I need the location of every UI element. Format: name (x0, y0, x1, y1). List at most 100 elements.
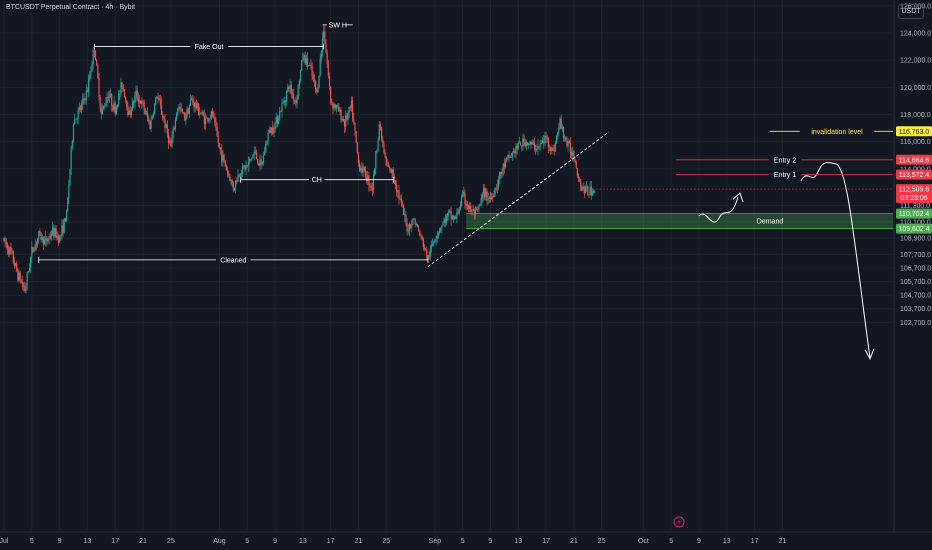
candle-body (495, 187, 497, 189)
candle-body (8, 250, 10, 254)
candle-body (162, 114, 164, 118)
candle-body (294, 100, 296, 101)
candle-body (416, 224, 419, 228)
candle-body (233, 187, 236, 191)
x-tick-label: Oct (638, 538, 649, 545)
candle-body (510, 156, 512, 158)
candle-body (362, 166, 364, 173)
symbol-title[interactable]: BTCUSDT Perpetual Contract · 4h · Bybit (6, 4, 136, 11)
candle-body (281, 103, 283, 112)
candle-body (408, 224, 411, 231)
candle-body (575, 161, 577, 169)
candle-body (50, 234, 53, 237)
candle-body (360, 168, 362, 171)
candle-body (574, 160, 576, 162)
candle-body (350, 100, 353, 108)
candle-body (288, 87, 290, 89)
candle-body (223, 155, 225, 161)
candle-body (167, 133, 170, 144)
currency-button[interactable]: USDT (898, 4, 924, 19)
candle-body (64, 218, 66, 222)
candle-body (473, 209, 475, 216)
candle-body (43, 239, 46, 245)
candle-body (92, 49, 94, 64)
candle-body (313, 79, 316, 82)
candle-body (105, 103, 107, 106)
candle-body (452, 215, 455, 220)
candle-body (243, 165, 245, 167)
candle-body (297, 85, 299, 100)
candle-body (98, 77, 100, 97)
candle-body (112, 105, 114, 111)
candle-body (559, 118, 561, 128)
candle-body (93, 49, 95, 52)
candle-body (348, 106, 350, 113)
lightning-icon[interactable] (673, 516, 685, 528)
candle-body (438, 230, 441, 233)
candle-body (79, 107, 82, 110)
candle-body (339, 109, 341, 112)
candle-body (180, 108, 182, 110)
candle-body (49, 236, 51, 237)
candle-body (47, 239, 49, 242)
invalidation-level-label: invalidation level (811, 129, 863, 136)
candle-body (269, 129, 272, 133)
candle-body (237, 175, 239, 182)
candle-body (543, 140, 545, 144)
candle-body (331, 102, 333, 104)
y-tick-label: 111,300.0 (900, 203, 930, 210)
candle-body (86, 90, 88, 93)
candle-body (23, 285, 25, 288)
candle-body (540, 143, 543, 145)
candle-body (414, 219, 416, 225)
candle-body (127, 107, 129, 115)
candle-body (248, 159, 251, 162)
candle-body (133, 101, 135, 103)
price-axis-bg (894, 0, 932, 550)
candle-body (587, 186, 589, 196)
candle-body (399, 198, 401, 200)
candle-body (53, 227, 55, 237)
candle-body (290, 85, 292, 94)
candle-body (413, 218, 415, 220)
candle-body (121, 82, 123, 88)
candle-body (158, 98, 160, 101)
candle-body (289, 85, 291, 89)
candle-body (156, 97, 158, 99)
candle-body (555, 135, 558, 144)
candle-body (275, 116, 277, 124)
x-tick-label: 5 (461, 538, 465, 545)
candle-body (359, 163, 361, 171)
candle-body (76, 118, 78, 120)
candle-body (526, 142, 529, 146)
candle-body (150, 119, 152, 129)
x-tick-label: 21 (355, 538, 363, 545)
candle-body (467, 206, 470, 209)
x-tick-label: Jul (0, 538, 9, 545)
candle-body (255, 152, 258, 160)
candle-body (384, 152, 386, 157)
candle-body (203, 115, 205, 125)
candle-body (561, 127, 563, 130)
candle-body (430, 245, 433, 249)
candle-body (195, 102, 197, 108)
candle-body (357, 152, 360, 164)
candle-body (325, 43, 327, 54)
candle-body (250, 158, 252, 160)
candle-body (68, 184, 70, 199)
candle-body (89, 76, 91, 79)
candle-body (26, 272, 28, 285)
candle-body (84, 99, 86, 101)
y-tick-label: 106,700.0 (900, 265, 931, 272)
candle-body (9, 247, 11, 254)
candle-body (104, 105, 106, 107)
candle-body (193, 102, 195, 107)
candle-body (142, 101, 144, 103)
x-tick-label: 17 (542, 538, 550, 545)
candle-body (178, 106, 180, 109)
x-tick-label: 13 (84, 538, 92, 545)
candle-body (484, 188, 486, 198)
candle-body (11, 250, 13, 252)
candle-body (372, 174, 375, 190)
